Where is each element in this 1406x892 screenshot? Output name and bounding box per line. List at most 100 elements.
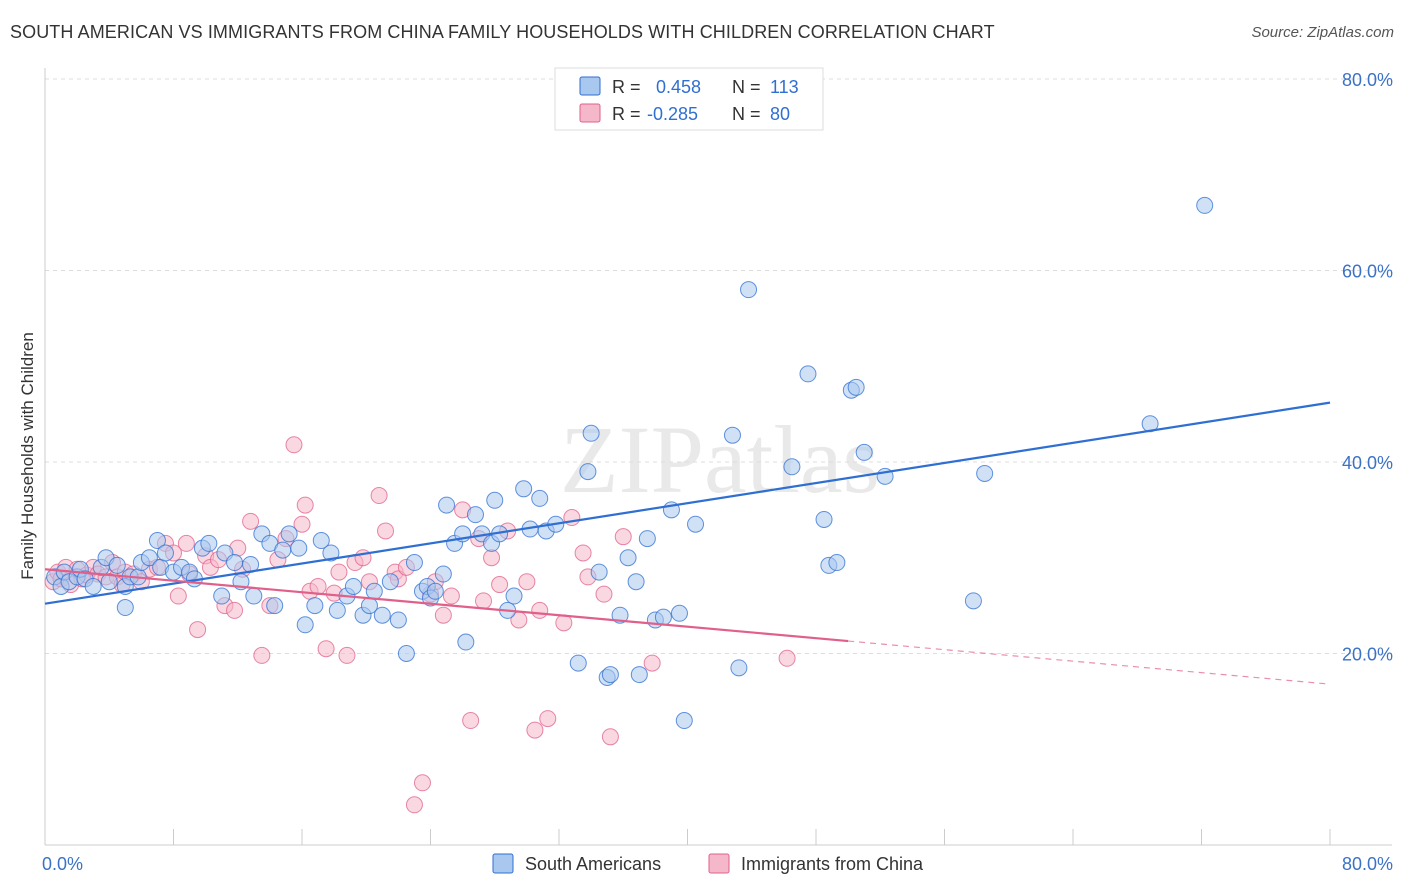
stats-legend: R = 0.458 N = 113 R = -0.285 N = 80 bbox=[554, 67, 824, 131]
china-point bbox=[518, 573, 536, 591]
stats-r-label-blue: R = bbox=[612, 77, 641, 97]
south-american-point bbox=[116, 599, 134, 617]
south-american-point bbox=[964, 592, 982, 610]
legend-label-immigrants-from-china: Immigrants from China bbox=[741, 854, 924, 874]
south-american-point bbox=[296, 616, 314, 634]
china-point bbox=[413, 774, 431, 792]
stats-r-value-pink: -0.285 bbox=[647, 104, 698, 124]
south-american-point bbox=[723, 426, 741, 444]
china-point bbox=[491, 576, 509, 594]
south-american-point bbox=[730, 659, 748, 677]
china-point bbox=[405, 796, 423, 814]
south-american-point bbox=[855, 443, 873, 461]
south-american-point bbox=[426, 582, 444, 600]
south-american-point bbox=[140, 549, 158, 567]
south-american-point bbox=[457, 633, 475, 651]
south-american-point bbox=[266, 597, 284, 615]
china-point bbox=[595, 585, 613, 603]
south-american-point bbox=[815, 510, 833, 528]
south-american-point bbox=[274, 541, 292, 559]
south-american-point bbox=[373, 606, 391, 624]
south-american-point bbox=[847, 378, 865, 396]
china-point bbox=[462, 712, 480, 730]
south-american-point bbox=[675, 712, 693, 730]
source-label: Source: ZipAtlas.com bbox=[1251, 24, 1394, 41]
china-point bbox=[317, 640, 335, 658]
south-american-point bbox=[687, 515, 705, 533]
south-american-point bbox=[312, 532, 330, 550]
stats-n-label-blue: N = bbox=[732, 77, 761, 97]
series-legend: South Americans Immigrants from China bbox=[492, 853, 924, 874]
china-point bbox=[293, 515, 311, 533]
china-point bbox=[643, 654, 661, 672]
south-american-point bbox=[108, 556, 126, 574]
south-american-point bbox=[389, 611, 407, 629]
chart-title: SOUTH AMERICAN VS IMMIGRANTS FROM CHINA … bbox=[10, 22, 995, 42]
china-trend-line-extension bbox=[848, 640, 1331, 685]
south-american-point bbox=[740, 281, 758, 299]
x-tick-label-min: 0.0% bbox=[42, 854, 83, 874]
south-american-point bbox=[466, 506, 484, 524]
south-american-point bbox=[627, 573, 645, 591]
south-american-point bbox=[783, 458, 801, 476]
trend-lines bbox=[44, 401, 1331, 685]
china-point bbox=[555, 614, 573, 632]
south-american-point bbox=[976, 464, 994, 482]
south-american-point bbox=[226, 554, 244, 572]
china-point bbox=[778, 649, 796, 667]
legend-label-south-americans: South Americans bbox=[525, 854, 661, 874]
stats-n-value-blue: 113 bbox=[770, 77, 799, 97]
south-american-point bbox=[381, 573, 399, 591]
stats-n-label-pink: N = bbox=[732, 104, 761, 124]
china-point bbox=[531, 601, 549, 619]
south-american-point bbox=[638, 530, 656, 548]
legend-swatch-immigrants-from-china bbox=[708, 853, 730, 874]
y-tick-label: 80.0% bbox=[1342, 70, 1393, 90]
china-point bbox=[253, 646, 271, 664]
china-trend-line bbox=[44, 568, 849, 643]
china-point bbox=[377, 522, 395, 540]
china-point bbox=[226, 601, 244, 619]
south-american-point bbox=[619, 549, 637, 567]
x-tick-labels: 0.0% 80.0% bbox=[42, 854, 1393, 874]
south-american-point bbox=[213, 587, 231, 605]
south-american-point bbox=[582, 424, 600, 442]
china-point bbox=[338, 646, 356, 664]
china-point bbox=[177, 534, 195, 552]
south-american-point bbox=[590, 563, 608, 581]
stats-n-value-pink: 80 bbox=[770, 104, 790, 124]
china-point bbox=[169, 587, 187, 605]
south-american-point bbox=[290, 539, 308, 557]
south-american-point bbox=[322, 544, 340, 562]
y-tick-label: 40.0% bbox=[1342, 453, 1393, 473]
south-americans-trend-line bbox=[44, 401, 1331, 605]
south-american-point bbox=[344, 577, 362, 595]
south-american-point bbox=[670, 604, 688, 622]
south-american-point bbox=[397, 645, 415, 662]
china-point bbox=[601, 728, 619, 746]
china-point bbox=[189, 621, 207, 639]
south-american-point bbox=[156, 544, 174, 562]
south-american-point bbox=[799, 365, 817, 383]
south-american-point bbox=[245, 587, 263, 605]
china-point bbox=[296, 496, 314, 514]
china-point bbox=[434, 606, 452, 624]
south-american-point bbox=[438, 496, 456, 514]
china-point bbox=[539, 710, 557, 728]
south-americans-points bbox=[46, 196, 1214, 730]
south-american-point bbox=[531, 489, 549, 507]
legend-swatch-south-americans bbox=[492, 853, 514, 874]
china-point bbox=[285, 436, 303, 454]
south-american-point bbox=[100, 573, 118, 591]
south-american-point bbox=[515, 480, 533, 498]
south-american-point bbox=[505, 587, 523, 605]
south-american-point bbox=[654, 608, 672, 626]
south-american-point bbox=[306, 597, 324, 615]
south-american-point bbox=[1196, 196, 1214, 214]
stats-r-label-pink: R = bbox=[612, 104, 641, 124]
south-american-point bbox=[569, 654, 587, 672]
south-american-point bbox=[601, 666, 619, 684]
south-american-point bbox=[486, 491, 504, 509]
china-point bbox=[442, 587, 460, 605]
